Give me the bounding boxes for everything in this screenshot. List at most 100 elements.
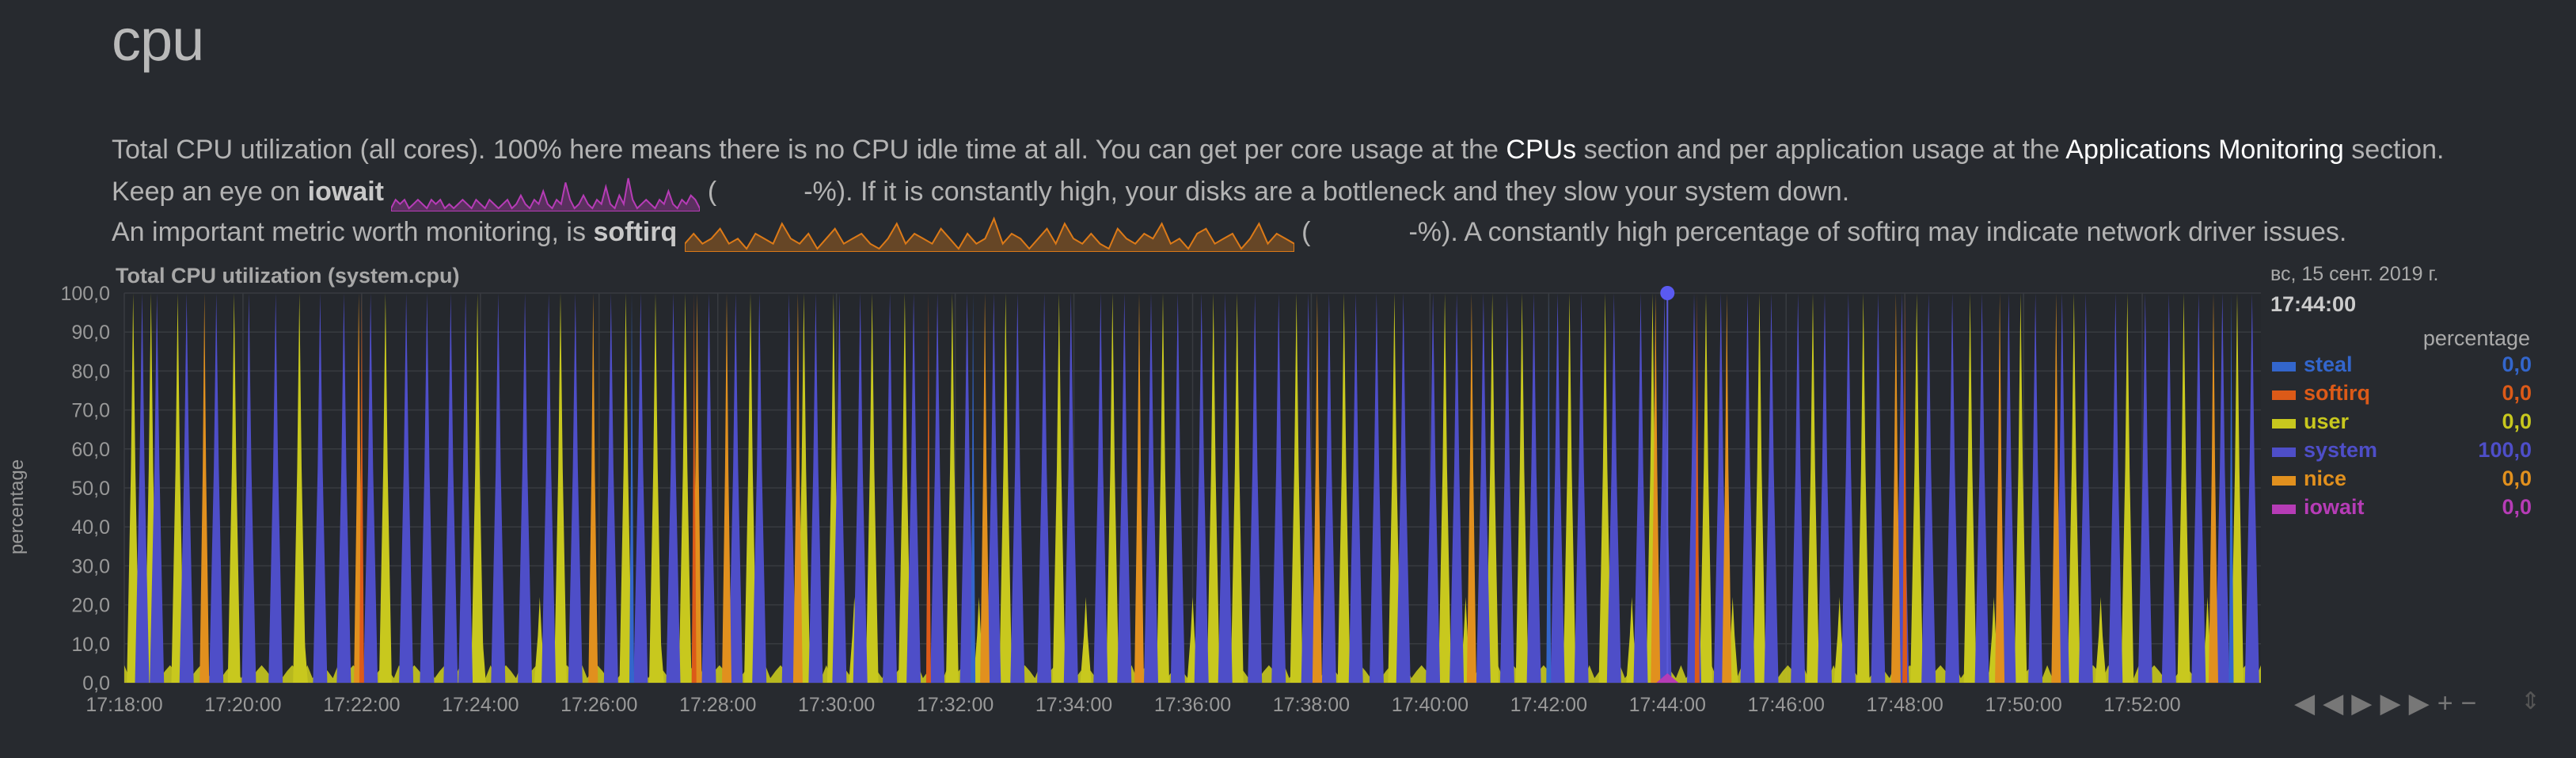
system-spike (1396, 293, 1411, 683)
user-spike (1563, 293, 1576, 683)
applications-monitoring-link[interactable]: Applications Monitoring (2065, 135, 2344, 165)
nice-spike (1890, 293, 1901, 683)
chart-title: Total CPU utilization (system.cpu) (116, 264, 460, 288)
desc-text: ( (1301, 216, 1311, 247)
system-spike (1010, 293, 1025, 683)
x-tick-label: 17:50:00 (1985, 694, 2061, 716)
legend-series-name: system (2304, 438, 2378, 462)
system-spike (541, 293, 557, 683)
system-spike (518, 293, 533, 683)
x-tick-label: 17:30:00 (798, 694, 875, 716)
system-spike (1526, 293, 1541, 683)
system-spike (458, 293, 473, 683)
user-spike (1080, 596, 1092, 683)
user-spike (1438, 293, 1452, 683)
description-line-3: An important metric worth monitoring, is… (112, 215, 2346, 252)
nice-spike (1134, 293, 1144, 683)
legend-item-nice[interactable]: nice 0,0 (2270, 465, 2532, 493)
cursor-point[interactable] (1660, 286, 1675, 300)
legend-item-steal[interactable]: steal 0,0 (2270, 351, 2532, 379)
chart-controls: ◀◀▶▶▶+− (2294, 688, 2484, 719)
system-spike (150, 293, 165, 683)
legend-item-softirq[interactable]: softirq 0,0 (2270, 379, 2532, 408)
system-spike (1764, 293, 1779, 683)
system-spike (1841, 293, 1856, 683)
pan-right-icon[interactable]: ▶▶ (2380, 688, 2437, 718)
nice-spike (2209, 293, 2218, 683)
chart-legend: вс, 15 сент. 2019 г. 17:44:00 percentage… (2270, 263, 2532, 522)
legend-date: вс, 15 сент. 2019 г. (2270, 263, 2439, 285)
system-spike (399, 293, 414, 683)
zoom-in-icon[interactable]: + (2437, 688, 2461, 718)
system-spike (1476, 293, 1491, 683)
user-spike (471, 293, 484, 683)
user-spike (171, 293, 184, 683)
system-spike (1791, 293, 1806, 683)
user-spike (2014, 293, 2027, 683)
nice-spike (199, 293, 210, 683)
legend-item-system[interactable]: system 100,0 (2270, 436, 2532, 465)
system-spike (1550, 293, 1565, 683)
user-spike (1515, 293, 1529, 683)
desc-text: -%). A constantly high percentage of sof… (1408, 216, 2347, 247)
system-spike (1063, 293, 1078, 683)
user-spike (898, 293, 911, 683)
user-spike (2067, 293, 2080, 683)
system-spike (491, 293, 506, 683)
desc-text: section and per application usage at the (1576, 135, 2066, 165)
user-spike (378, 293, 392, 683)
system-spike (701, 293, 716, 683)
system-spike (781, 293, 796, 683)
section-title: cpu (112, 7, 204, 73)
system-spike (1348, 293, 1363, 683)
user-spike (2121, 293, 2134, 683)
x-tick-label: 17:40:00 (1392, 694, 1468, 716)
user-spike (554, 293, 567, 683)
desc-text: ( (707, 176, 717, 207)
pan-left-icon[interactable]: ◀◀ (2294, 688, 2352, 718)
x-tick-label: 17:18:00 (85, 694, 162, 716)
nice-spike (792, 293, 803, 683)
user-spike (1856, 293, 1870, 683)
softirq-spike (359, 293, 364, 683)
system-spike (808, 293, 823, 683)
softirq-sparkline (684, 216, 1294, 252)
system-spike (1499, 293, 1514, 683)
y-tick-label: 30,0 (71, 555, 110, 577)
desc-text: -%). If it is constantly high, your disk… (804, 176, 1850, 207)
user-spike (1486, 293, 1499, 683)
system-spike (1921, 293, 1936, 683)
system-spike (1945, 293, 1960, 683)
user-spike (619, 293, 633, 683)
play-icon[interactable]: ▶ (2351, 688, 2380, 718)
user-spike (999, 293, 1013, 683)
x-tick-label: 17:28:00 (679, 694, 756, 716)
user-spike (2231, 293, 2244, 683)
y-tick-label: 0,0 (82, 672, 110, 695)
system-spike (336, 293, 351, 683)
resize-handle-icon[interactable]: ⇕ (2521, 688, 2541, 714)
legend-item-user[interactable]: user 0,0 (2270, 408, 2532, 436)
y-tick-label: 60,0 (71, 439, 110, 461)
user-spike (1290, 293, 1303, 683)
legend-item-iowait[interactable]: iowait 0,0 (2270, 493, 2532, 522)
system-spike (1871, 293, 1886, 683)
system-spike (241, 293, 256, 683)
legend-series-value: 0,0 (2502, 495, 2532, 519)
system-spike (2244, 293, 2259, 683)
user-spike (1206, 293, 1220, 683)
system-spike (268, 293, 283, 683)
system-spike (1426, 293, 1441, 683)
steal-spike (2228, 293, 2234, 683)
zoom-out-icon[interactable]: − (2460, 688, 2485, 718)
y-tick-label: 100,0 (60, 283, 110, 305)
cpus-link[interactable]: CPUs (1506, 135, 1577, 165)
x-tick-label: 17:52:00 (2103, 694, 2180, 716)
desc-text: Keep an eye on (112, 176, 308, 207)
x-tick-label: 17:34:00 (1035, 694, 1112, 716)
system-spike (1818, 293, 1832, 683)
user-spike (1700, 293, 1712, 683)
iowait-term: iowait (307, 176, 384, 207)
user-spike (2095, 596, 2107, 683)
